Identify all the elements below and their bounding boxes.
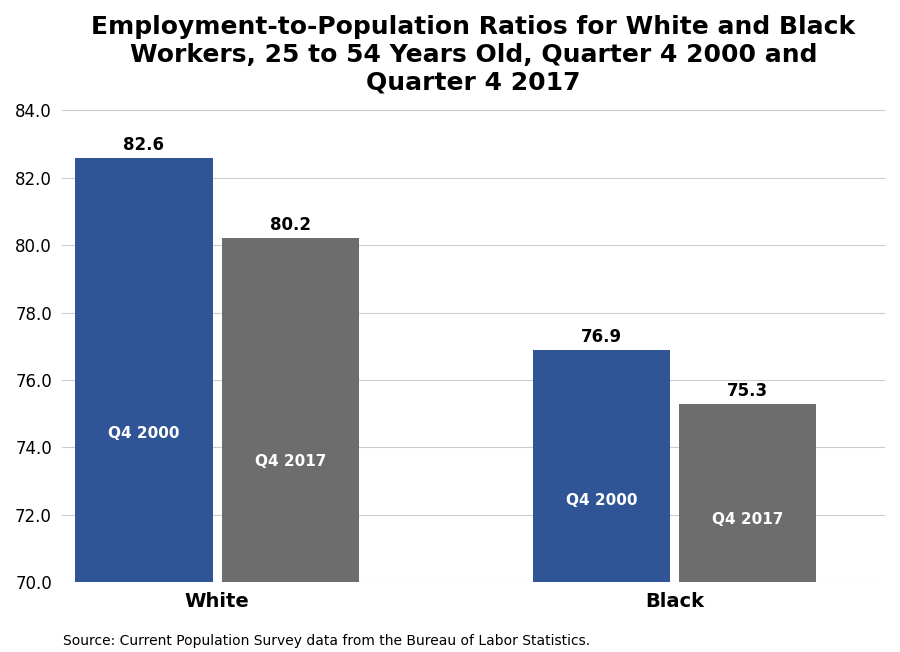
Text: Q4 2000: Q4 2000 (108, 426, 180, 441)
Text: 76.9: 76.9 (580, 328, 622, 346)
Bar (221, 239, 359, 582)
Text: 80.2: 80.2 (270, 216, 310, 235)
Bar (76, 158, 212, 582)
Bar (533, 349, 670, 582)
Text: 75.3: 75.3 (727, 381, 769, 400)
Text: Q4 2000: Q4 2000 (565, 494, 637, 509)
Text: Q4 2017: Q4 2017 (255, 454, 326, 469)
Text: Q4 2017: Q4 2017 (712, 512, 784, 527)
Title: Employment-to-Population Ratios for White and Black
Workers, 25 to 54 Years Old,: Employment-to-Population Ratios for Whit… (91, 15, 855, 95)
Text: 82.6: 82.6 (123, 136, 165, 154)
Text: Source: Current Population Survey data from the Bureau of Labor Statistics.: Source: Current Population Survey data f… (63, 634, 590, 649)
Bar (680, 404, 816, 582)
